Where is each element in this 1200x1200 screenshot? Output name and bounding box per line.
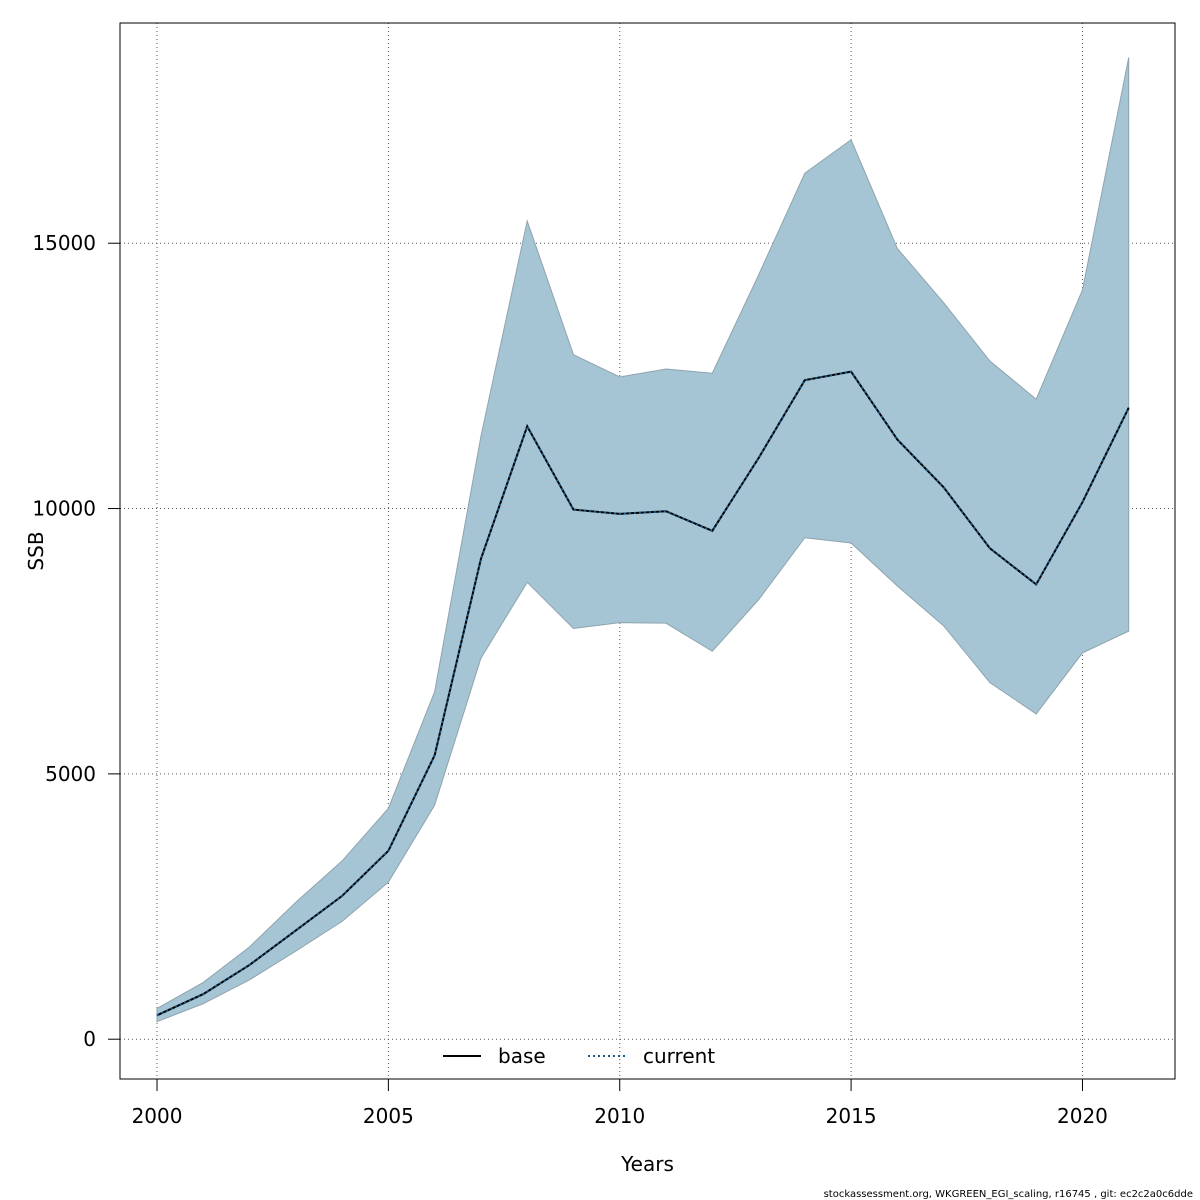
x-axis: 2000 2005 2010 2015 2020 (132, 1078, 1108, 1128)
legend-label-current: current (643, 1044, 715, 1068)
y-tick-label-10000: 10000 (32, 497, 96, 521)
series-line-base (156, 370, 1130, 1017)
y-axis: 0 5000 10000 15000 (32, 231, 121, 1051)
y-tick-label-0: 0 (83, 1027, 96, 1051)
x-axis-title: Years (620, 1152, 674, 1176)
y-axis-title: SSB (24, 531, 48, 570)
legend: base current (443, 1044, 715, 1068)
series-lines (156, 370, 1130, 1017)
x-tick-label-2005: 2005 (363, 1104, 414, 1128)
x-tick-label-2015: 2015 (826, 1104, 877, 1128)
y-tick-label-5000: 5000 (45, 762, 96, 786)
y-tick-label-15000: 15000 (32, 231, 96, 255)
legend-label-base: base (498, 1044, 546, 1068)
confidence-band (156, 57, 1130, 1023)
footer-note: stockassessment.org, WKGREEN_EGI_scaling… (824, 1189, 1193, 1200)
x-tick-label-2000: 2000 (132, 1104, 183, 1128)
x-tick-label-2020: 2020 (1057, 1104, 1108, 1128)
x-tick-label-2010: 2010 (594, 1104, 645, 1128)
